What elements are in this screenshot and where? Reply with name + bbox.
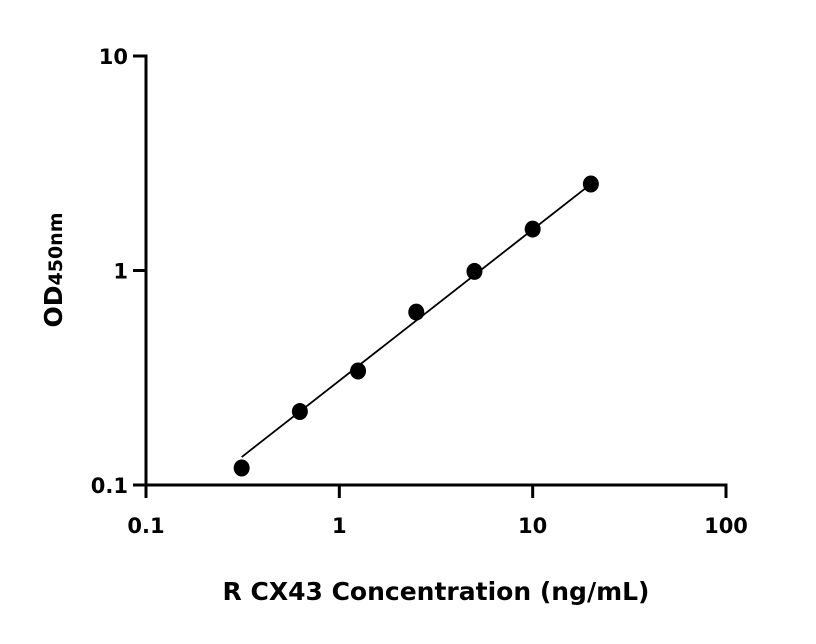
- y-tick-label: 1: [113, 260, 128, 284]
- axes: 0.1 1 10 100 0.1 1 10: [91, 45, 748, 538]
- x-tick-label: 10: [518, 514, 547, 538]
- data-point: [233, 459, 250, 477]
- x-tick-label: 100: [704, 514, 748, 538]
- data-point: [582, 175, 599, 193]
- data-point: [524, 220, 541, 238]
- data-point: [291, 403, 308, 421]
- y-axis-label: OD450nm: [39, 212, 68, 327]
- data-point: [408, 303, 425, 321]
- y-tick-label: 0.1: [91, 474, 128, 498]
- y-axis-label-main: OD: [39, 285, 68, 327]
- data-point: [466, 262, 483, 280]
- x-axis-label: R CX43 Concentration (ng/mL): [223, 577, 650, 606]
- y-tick-label: 10: [99, 45, 128, 69]
- x-tick-label: 1: [332, 514, 347, 538]
- marks: [233, 175, 599, 477]
- data-point: [350, 362, 367, 380]
- x-tick-label: 0.1: [127, 514, 164, 538]
- y-axis-label-sub: 450nm: [45, 212, 67, 285]
